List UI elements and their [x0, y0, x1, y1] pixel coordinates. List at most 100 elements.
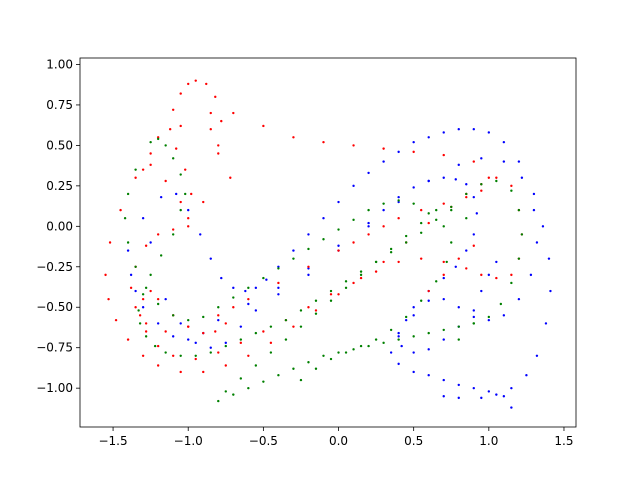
data-point [214, 95, 217, 99]
data-point [404, 241, 408, 244]
data-point [442, 338, 445, 341]
data-point [487, 390, 491, 393]
data-point [472, 386, 475, 390]
data-point [108, 241, 112, 244]
data-point [269, 325, 273, 328]
data-point [472, 322, 475, 325]
data-point [156, 137, 160, 141]
data-point [487, 131, 491, 134]
data-point [168, 128, 172, 131]
data-point [307, 265, 310, 268]
x-axis: −1.5 −1.0 −0.5 0.0 0.5 1.0 1.5 [98, 427, 574, 448]
data-point [535, 354, 539, 357]
data-point [149, 140, 152, 144]
data-point [144, 244, 148, 247]
data-point [427, 212, 430, 215]
data-point [254, 364, 258, 367]
data-point [262, 124, 265, 128]
data-point [179, 92, 182, 95]
data-point [367, 208, 370, 212]
data-point [397, 199, 400, 202]
data-point [224, 364, 227, 367]
data-point [171, 314, 175, 317]
data-point [442, 131, 445, 134]
series-1 [104, 79, 524, 374]
data-point [382, 341, 385, 345]
data-point [367, 221, 370, 225]
data-point [262, 380, 265, 383]
data-point [129, 273, 133, 277]
data-point [232, 296, 235, 299]
data-point [359, 273, 363, 277]
data-point [247, 297, 250, 301]
data-point [254, 286, 258, 290]
data-point [164, 351, 167, 354]
data-point [382, 160, 385, 163]
data-point [510, 273, 513, 277]
data-point [529, 273, 533, 277]
data-point [141, 297, 145, 301]
data-point [367, 233, 370, 236]
data-point [532, 208, 536, 212]
data-point [472, 233, 475, 236]
data-point [156, 233, 160, 236]
data-point [141, 306, 145, 309]
data-point [141, 354, 145, 357]
data-point [134, 289, 137, 293]
data-point [419, 221, 423, 225]
data-point [239, 338, 243, 341]
data-point [457, 163, 460, 167]
data-point [344, 280, 348, 283]
data-point [367, 171, 370, 175]
data-point [442, 297, 445, 301]
data-point [337, 293, 340, 296]
data-point [149, 273, 152, 277]
data-point [137, 309, 140, 312]
data-point [184, 168, 187, 171]
data-point [535, 241, 539, 244]
data-point [445, 260, 448, 264]
data-point [480, 183, 483, 186]
data-point [465, 195, 468, 199]
data-point [179, 208, 182, 212]
data-point [269, 341, 273, 345]
data-point [487, 273, 491, 277]
data-point [544, 322, 548, 325]
data-point [126, 249, 130, 252]
data-point [367, 344, 370, 348]
data-point [156, 297, 160, 301]
data-point [284, 338, 288, 341]
data-point [352, 184, 355, 188]
data-point [144, 335, 148, 338]
data-point [141, 168, 145, 171]
data-point [465, 183, 468, 186]
data-point [307, 361, 310, 364]
data-point [435, 218, 438, 222]
data-point [247, 354, 250, 357]
data-point [374, 260, 378, 264]
data-point [292, 367, 295, 370]
data-point [209, 351, 212, 354]
data-point [217, 318, 220, 322]
data-point [187, 82, 190, 86]
data-point [454, 265, 457, 268]
data-point [159, 195, 163, 199]
data-point [427, 374, 430, 377]
data-point [164, 330, 167, 333]
data-point [171, 354, 175, 357]
data-point [217, 399, 220, 403]
data-point [262, 276, 265, 280]
data-point [457, 396, 460, 400]
data-point [367, 225, 370, 228]
data-point [239, 377, 243, 380]
data-point [224, 344, 227, 348]
data-point [126, 192, 130, 196]
data-point [337, 200, 340, 204]
data-point [472, 195, 475, 199]
x-tick-label: 0.0 [329, 434, 348, 448]
data-point [232, 393, 235, 396]
data-point [457, 257, 460, 260]
data-point [472, 309, 475, 312]
data-point [397, 260, 400, 264]
data-point [442, 153, 445, 157]
